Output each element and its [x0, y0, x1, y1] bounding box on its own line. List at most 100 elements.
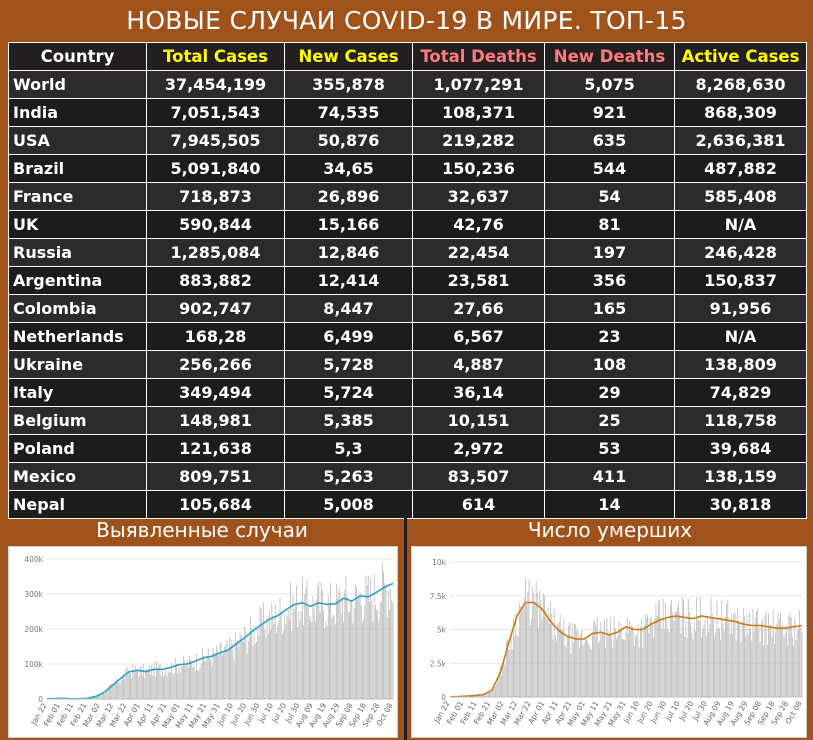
daily-bar: [279, 597, 281, 699]
daily-bar: [111, 683, 113, 699]
daily-bar: [245, 630, 247, 699]
daily-bar: [190, 659, 191, 699]
y-tick-label: 5k: [437, 626, 447, 635]
daily-bar: [246, 653, 248, 699]
daily-bar: [177, 673, 179, 699]
daily-bar: [647, 614, 648, 697]
daily-bar: [654, 618, 656, 697]
daily-bar: [157, 669, 159, 699]
daily-bar: [799, 610, 801, 697]
daily-bar: [261, 625, 263, 699]
daily-bar: [138, 677, 140, 699]
daily-bar: [220, 643, 222, 699]
daily-bar: [747, 634, 749, 697]
daily-bar: [580, 634, 581, 697]
daily-bar: [714, 636, 716, 697]
daily-bar: [230, 645, 232, 699]
daily-bar: [542, 593, 544, 697]
daily-bar: [264, 629, 266, 699]
value-cell: 54: [544, 182, 675, 211]
daily-bar: [232, 649, 234, 699]
daily-bar: [240, 632, 242, 699]
daily-bar: [759, 641, 761, 697]
daily-bar: [752, 609, 754, 697]
daily-bar: [778, 619, 780, 697]
daily-bar: [165, 669, 167, 699]
daily-bar: [711, 613, 713, 697]
daily-bar: [147, 669, 149, 699]
daily-bar: [558, 622, 560, 697]
value-cell: 585,408: [674, 182, 807, 211]
daily-bar: [330, 582, 332, 699]
value-cell: 246,428: [674, 238, 807, 267]
daily-bar: [316, 599, 317, 699]
daily-bar: [229, 637, 230, 699]
daily-bar: [185, 665, 187, 699]
daily-bar: [686, 637, 688, 697]
daily-bar: [724, 616, 726, 697]
daily-bar: [205, 661, 207, 699]
value-cell: 5,724: [284, 378, 413, 407]
value-cell: 868,309: [674, 98, 807, 127]
daily-bar: [699, 597, 701, 697]
daily-bar: [154, 676, 156, 699]
daily-bar: [577, 630, 579, 697]
daily-bar: [345, 576, 347, 699]
daily-bar: [583, 642, 585, 697]
daily-bar: [709, 624, 711, 697]
daily-bar: [292, 595, 294, 699]
daily-bar: [481, 694, 483, 697]
daily-bar: [662, 598, 664, 697]
daily-bar: [602, 632, 604, 697]
daily-bar: [350, 600, 352, 699]
value-cell: 5,385: [284, 406, 413, 435]
daily-bar: [243, 642, 244, 699]
daily-bar: [673, 620, 675, 697]
daily-bar: [234, 631, 236, 699]
value-cell: 37,454,199: [146, 70, 285, 99]
daily-bar: [199, 667, 201, 699]
daily-bar: [710, 597, 712, 697]
y-tick-label: 10k: [432, 558, 447, 567]
column-header-total-cases: Total Cases: [146, 42, 285, 71]
country-cell: UK: [8, 210, 147, 239]
daily-bar: [233, 659, 235, 699]
table-row: USA 7,945,505 50,876 219,282 635 2,636,381: [8, 126, 807, 155]
daily-bar: [349, 611, 350, 699]
daily-bar: [105, 692, 107, 699]
daily-bar: [130, 673, 131, 699]
daily-bar: [722, 623, 724, 697]
daily-bar: [297, 627, 299, 699]
daily-bar: [750, 628, 751, 697]
daily-bar: [660, 618, 662, 697]
column-header-country: Country: [8, 42, 147, 71]
daily-bar: [690, 621, 692, 697]
value-cell: 6,567: [412, 322, 545, 351]
daily-bar: [624, 639, 626, 697]
daily-bar: [359, 592, 361, 699]
daily-bar: [787, 644, 789, 697]
country-cell: Brazil: [8, 154, 147, 183]
daily-bar: [377, 609, 379, 699]
daily-bar: [483, 694, 484, 697]
daily-bar: [309, 619, 310, 699]
daily-bar: [763, 645, 765, 697]
panel-divider: [404, 514, 407, 740]
table-row: Netherlands 168,28 6,499 6,567 23 N/A: [8, 322, 807, 351]
daily-bar: [227, 650, 229, 699]
daily-bar: [569, 622, 571, 697]
daily-bar: [643, 625, 645, 697]
daily-bar: [480, 694, 482, 697]
y-tick-label: 300k: [24, 590, 43, 599]
country-cell: France: [8, 182, 147, 211]
daily-bar: [717, 628, 719, 697]
daily-bar: [742, 607, 744, 697]
value-cell: 23,581: [412, 266, 545, 295]
daily-bar: [141, 675, 143, 699]
daily-bar: [608, 634, 610, 697]
table-row: UK 590,844 15,166 42,76 81 N/A: [8, 210, 807, 239]
daily-bar: [239, 634, 241, 699]
daily-bar: [764, 615, 766, 697]
daily-bar: [485, 693, 487, 697]
daily-bar: [389, 609, 390, 699]
